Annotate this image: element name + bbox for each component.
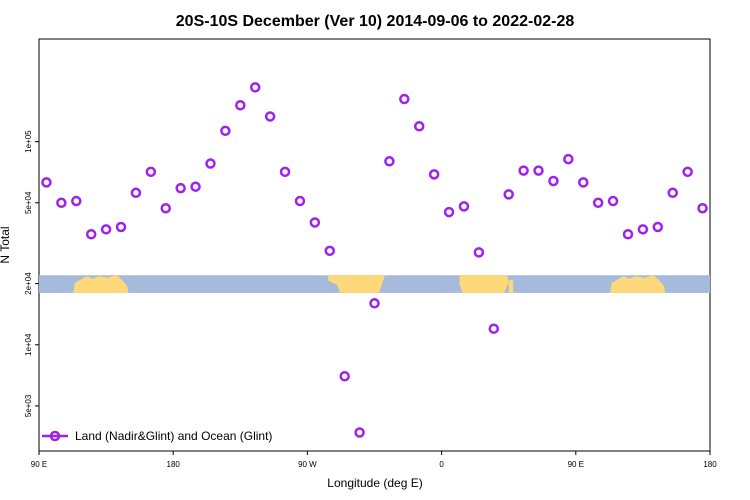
legend-marker [49, 430, 61, 442]
x-tick-label: 90 E [31, 460, 47, 469]
data-point [339, 370, 350, 382]
data-point [518, 165, 529, 176]
data-point [682, 166, 693, 178]
data-point [71, 195, 82, 207]
data-point [473, 247, 485, 258]
y-axis: 5e+03 1e+04 2e+04 5e+04 1e+05 [24, 130, 39, 417]
x-axis: 90 E 180 90 W 0 90 E 180 [31, 451, 717, 469]
data-point [458, 201, 470, 212]
legend: Land (Nadir&Glint) and Ocean (Glint) [42, 429, 272, 443]
data-point [264, 111, 276, 122]
data-point [667, 187, 678, 199]
data-point [100, 224, 112, 235]
data-point [41, 177, 52, 188]
legend-entry-label: Land (Nadir&Glint) and Ocean (Glint) [75, 429, 272, 443]
data-point [160, 202, 171, 214]
data-point [548, 175, 559, 187]
data-point [607, 195, 619, 207]
data-point [249, 82, 261, 93]
data-point [592, 197, 604, 209]
x-tick-label: 90 W [298, 460, 317, 469]
data-point [145, 166, 157, 178]
data-point [85, 228, 97, 240]
data-point [190, 181, 201, 192]
map-land-shape [73, 275, 129, 293]
y-tick-label: 5e+03 [24, 394, 33, 417]
map-land-shape [328, 275, 385, 293]
x-tick-label: 90 E [568, 460, 584, 469]
data-point [175, 182, 186, 194]
data-point [309, 217, 321, 228]
data-point [637, 224, 649, 235]
data-point [428, 169, 440, 180]
data-point [369, 298, 380, 309]
data-point [488, 323, 500, 334]
data-point [533, 165, 544, 176]
data-point [115, 221, 127, 233]
data-point [324, 245, 336, 257]
data-point [130, 187, 142, 199]
x-tick-label: 180 [167, 460, 181, 469]
y-axis-label: N Total [0, 226, 12, 263]
data-point [652, 221, 664, 233]
map-land-shape [610, 275, 666, 293]
data-point [220, 125, 231, 137]
data-points [41, 82, 708, 438]
y-tick-label: 5e+04 [24, 191, 33, 214]
data-point [578, 177, 589, 188]
y-tick-label: 2e+04 [24, 272, 33, 295]
data-point [697, 202, 708, 214]
data-point [279, 166, 291, 178]
data-point [294, 195, 306, 207]
data-point [563, 153, 574, 165]
data-point [205, 158, 216, 169]
map-land-shape [459, 275, 509, 293]
map-land-shape [508, 279, 514, 293]
chart-title: 20S-10S December (Ver 10) 2014-09-06 to … [176, 13, 575, 30]
background-map [39, 275, 710, 293]
data-point [622, 228, 634, 240]
data-point [56, 197, 67, 209]
data-point [354, 427, 365, 438]
data-point [413, 121, 425, 132]
data-point [384, 156, 395, 167]
y-tick-label: 1e+05 [24, 130, 33, 153]
y-tick-label: 1e+04 [24, 333, 33, 356]
x-tick-label: 0 [439, 460, 444, 469]
x-axis-label: Longitude (deg E) [327, 476, 422, 490]
plot-area-border [38, 38, 711, 452]
data-point [443, 206, 455, 218]
data-point [503, 189, 514, 200]
data-point [399, 93, 410, 105]
data-point [235, 100, 246, 111]
x-tick-label: 180 [703, 460, 717, 469]
